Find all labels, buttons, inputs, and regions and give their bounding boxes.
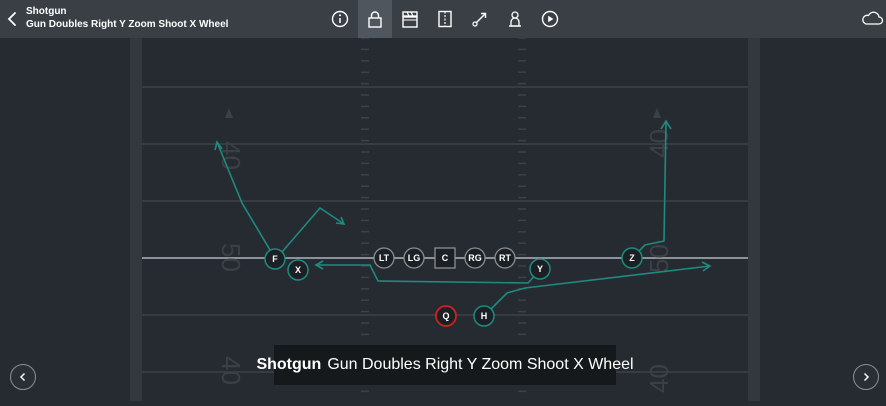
field-surface [142,38,748,401]
yard-number: 50 [216,243,246,272]
svg-text:F: F [272,254,278,264]
cloud-button[interactable] [860,8,884,30]
top-toolbar: Shotgun Gun Doubles Right Y Zoom Shoot X… [0,0,886,38]
lock-button[interactable] [358,0,392,38]
svg-text:LT: LT [379,253,390,263]
yard-number: 40 [644,129,674,158]
field-canvas: 40 50 40 50 40 40 [0,37,760,401]
prev-play-button[interactable] [10,364,36,390]
route-f-arrow [214,140,223,151]
right-sideline [748,38,760,401]
svg-text:Q: Q [442,311,449,321]
chevron-left-icon [19,372,26,382]
title-block: Shotgun Gun Doubles Right Y Zoom Shoot X… [26,5,228,31]
route-y-arrow [314,260,324,270]
yard-number: 50 [644,244,674,273]
caption-play: Gun Doubles Right Y Zoom Shoot X Wheel [327,356,634,373]
cloud-icon [862,11,884,25]
route-h-arrow [701,261,712,272]
yard-number: 40 [216,356,246,385]
svg-text:Z: Z [629,253,635,263]
clapperboard-icon [402,11,418,28]
route-h [483,265,711,317]
player-q[interactable]: Q [435,305,457,327]
player-c[interactable]: C [434,247,456,269]
svg-text:RT: RT [499,253,511,263]
svg-text:LG: LG [408,253,421,263]
player-h[interactable]: H [473,305,495,327]
yard-number: 40 [644,364,674,393]
play-button[interactable] [533,0,567,38]
player-rg[interactable]: RG [464,247,486,269]
clapperboard-button[interactable] [393,0,427,38]
players: LT LG C RG RT [264,247,643,327]
play-icon [541,10,559,28]
route-f [216,141,277,261]
chevron-right-icon [863,372,870,382]
info-icon [331,10,349,28]
back-button[interactable] [4,8,22,30]
play-title: Gun Doubles Right Y Zoom Shoot X Wheel [26,19,229,30]
hash-marks [361,37,526,393]
player-y[interactable]: Y [529,258,551,280]
yard-numbers: 40 50 40 50 40 40 [216,129,674,393]
chevron-left-icon [7,12,16,26]
play-field[interactable]: 40 50 40 50 40 40 [0,37,886,401]
route-x [281,206,345,253]
route-line-button[interactable] [463,0,497,38]
next-play-button[interactable] [853,364,879,390]
coach-stamp-button[interactable] [498,0,532,38]
left-sideline [130,38,142,401]
svg-text:Y: Y [537,264,543,274]
play-caption: Shotgun Gun Doubles Right Y Zoom Shoot X… [256,345,634,385]
yard-number: 40 [216,141,246,170]
yard-arrows [225,108,661,118]
player-lg[interactable]: LG [403,247,425,269]
lock-icon [368,11,382,28]
svg-text:H: H [481,311,488,321]
flip-button[interactable] [428,0,462,38]
player-rt[interactable]: RT [494,247,516,269]
player-lt[interactable]: LT [373,247,395,269]
svg-text:C: C [442,253,449,263]
player-z[interactable]: Z [621,247,643,269]
route-line-icon [472,12,487,27]
coach-stamp-icon [509,11,521,27]
route-z-arrow [660,119,672,130]
route-y [316,264,541,284]
svg-text:X: X [295,265,301,275]
info-button[interactable] [323,0,357,38]
svg-text:RG: RG [468,253,482,263]
caption-formation: Shotgun [256,356,322,373]
player-f[interactable]: F [264,248,286,270]
flip-icon [438,10,452,28]
route-x-arrow [335,216,346,225]
player-x[interactable]: X [287,259,309,281]
formation-title: Shotgun [26,6,67,17]
